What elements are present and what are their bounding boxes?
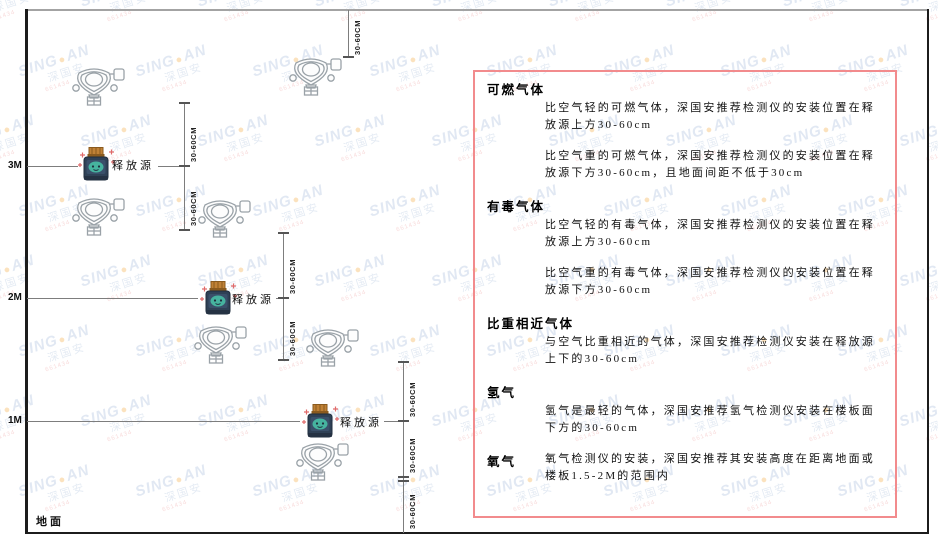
release-source-icon	[302, 404, 339, 438]
ceiling-line	[25, 9, 929, 11]
release-source-label: 释放源	[112, 160, 154, 172]
gas-detector-icon	[72, 68, 125, 106]
dimension-line	[348, 10, 349, 57]
dimension-tick	[278, 232, 289, 234]
release-source-icon	[78, 147, 115, 181]
dimension-tick	[398, 480, 409, 482]
level-line-1m	[27, 421, 300, 422]
section-heading-oxygen: 氧气	[487, 455, 517, 469]
section-paragraph: 比空气重的可燃气体，深国安推荐检测仪的安装位置在释放源下方30-60cm，且地面…	[545, 150, 875, 179]
dimension-tick	[278, 297, 289, 299]
section-paragraph: 与空气比重相近的气体，深国安推荐检测仪安装在释放源上下的30-60cm	[545, 336, 875, 365]
dimension-line	[283, 233, 284, 360]
dimension-label: 30-60CM	[408, 437, 417, 473]
ground-label: 地面	[36, 516, 64, 528]
dimension-tick	[179, 229, 190, 231]
dimension-tick	[343, 56, 354, 58]
release-source-icon	[200, 281, 237, 315]
section-heading-flammable-gas: 可燃气体	[487, 83, 546, 97]
right-border-line	[927, 9, 929, 534]
info-panel: 可燃气体 比空气轻的可燃气体，深国安推荐检测仪的安装位置在释放源上方30-60c…	[473, 70, 897, 518]
level-line-2m	[27, 298, 198, 299]
dimension-tick	[398, 361, 409, 363]
level-label-3m: 3M	[8, 160, 22, 171]
dimension-tick	[179, 165, 190, 167]
release-source-label: 释放源	[340, 417, 382, 429]
gas-detector-icon	[72, 198, 125, 236]
gas-detector-icon	[306, 329, 359, 367]
dimension-label: 30-60CM	[408, 493, 417, 529]
level-label-2m: 2M	[8, 292, 22, 303]
ground-line	[25, 532, 929, 534]
level-label-1m: 1M	[8, 415, 22, 426]
level-line-3m	[27, 166, 78, 167]
dimension-label: 30-60CM	[408, 381, 417, 417]
dimension-label: 30-60CM	[353, 19, 362, 55]
gas-detector-icon	[296, 443, 349, 481]
release-source-label: 释放源	[232, 294, 274, 306]
dimension-tick	[398, 420, 409, 422]
level-line-1m-connector	[384, 421, 403, 422]
gas-detector-icon	[289, 58, 342, 96]
section-heading-hydrogen: 氢气	[487, 386, 517, 400]
level-line-3m-connector	[158, 166, 184, 167]
wall-line	[25, 9, 28, 534]
section-oxygen: 氧气 氧气检测仪的安装，深国安推荐其安装高度在距离地面或楼板1.5-2M的范围内	[487, 451, 881, 499]
section-heading-similar-density-gas: 比重相近气体	[487, 317, 575, 331]
section-paragraph: 比空气轻的可燃气体，深国安推荐检测仪的安装位置在释放源上方30-60cm	[545, 102, 875, 131]
section-paragraph: 氧气检测仪的安装，深国安推荐其安装高度在距离地面或楼板1.5-2M的范围内	[545, 453, 875, 482]
dimension-label: 30-60CM	[189, 126, 198, 162]
section-paragraph: 比空气重的有毒气体，深国安推荐检测仪的安装位置在释放源下方30-60cm	[545, 267, 875, 296]
section-heading-toxic-gas: 有毒气体	[487, 200, 546, 214]
section-paragraph: 比空气轻的有毒气体，深国安推荐检测仪的安装位置在释放源上方30-60cm	[545, 219, 875, 248]
section-heading-ground: 地面	[487, 515, 881, 516]
dimension-tick	[179, 102, 190, 104]
section-paragraph: 氢气是最轻的气体，深国安推荐氢气检测仪安装在楼板面下方的30-60cm	[545, 405, 875, 434]
dimension-tick	[278, 359, 289, 361]
dimension-label: 30-60CM	[288, 258, 297, 294]
dimension-tick	[398, 476, 409, 478]
gas-detector-icon	[194, 326, 247, 364]
gas-detector-icon	[198, 200, 251, 238]
dimension-label: 30-60CM	[288, 320, 297, 356]
dimension-line	[403, 362, 404, 533]
